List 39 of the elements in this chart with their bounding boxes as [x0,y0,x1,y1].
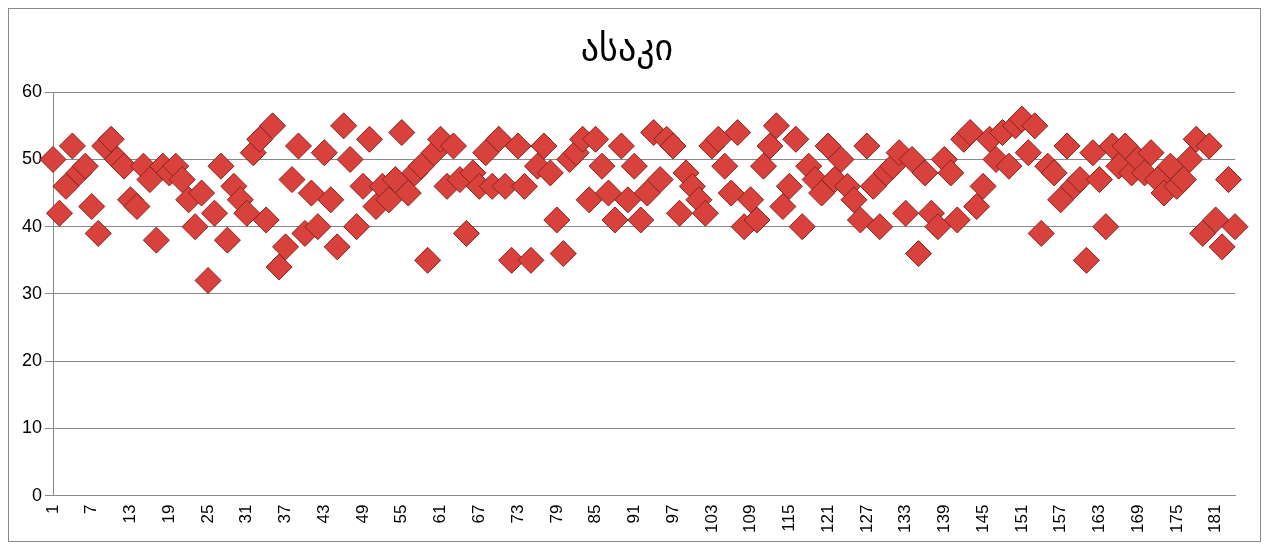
x-tick-label: 127 [856,504,876,534]
x-tick-label: 157 [1050,504,1070,534]
x-tick-label: 133 [895,504,915,534]
y-tick-label: 60 [21,81,43,102]
x-tick-label: 103 [701,504,721,534]
x-tick-label: 19 [158,504,178,524]
x-tick-label: 91 [624,504,644,524]
y-tick-label: 20 [21,350,43,371]
x-tick-label: 163 [1089,504,1109,534]
x-tick-label: 55 [391,504,411,524]
x-tick-label: 79 [546,504,566,524]
x-tick-label: 25 [197,504,217,524]
x-tick-label: 13 [120,504,140,524]
x-tick-label: 1 [42,504,62,515]
x-tick-label: 61 [430,504,450,524]
x-tick-label: 145 [972,504,992,534]
x-tick-label: 37 [275,504,295,524]
x-tick-label: 49 [352,504,372,524]
y-tick-label: 40 [21,215,43,236]
x-tick-label: 67 [469,504,488,524]
x-tick-label: 73 [507,504,527,524]
x-tick-label: 97 [662,504,682,524]
y-tick-label: 10 [21,417,43,438]
x-tick-label: 169 [1127,504,1147,534]
x-tick-label: 43 [313,504,333,524]
x-tick-label: 31 [236,504,256,524]
chart-title: ასაკი [580,26,674,69]
x-tick-label: 115 [779,504,799,532]
x-tick-label: 109 [740,504,760,534]
x-tick-label: 139 [934,504,954,534]
x-tick-label: 7 [81,504,101,515]
x-tick-label: 85 [585,504,605,524]
y-tick-label: 30 [21,282,43,303]
y-tick-label: 50 [21,148,43,169]
x-tick-label: 121 [817,504,837,534]
x-tick-label: 151 [1011,504,1031,534]
x-tick-label: 181 [1205,504,1225,534]
x-tick-label: 175 [1166,504,1186,534]
y-tick-label: 0 [32,484,43,505]
